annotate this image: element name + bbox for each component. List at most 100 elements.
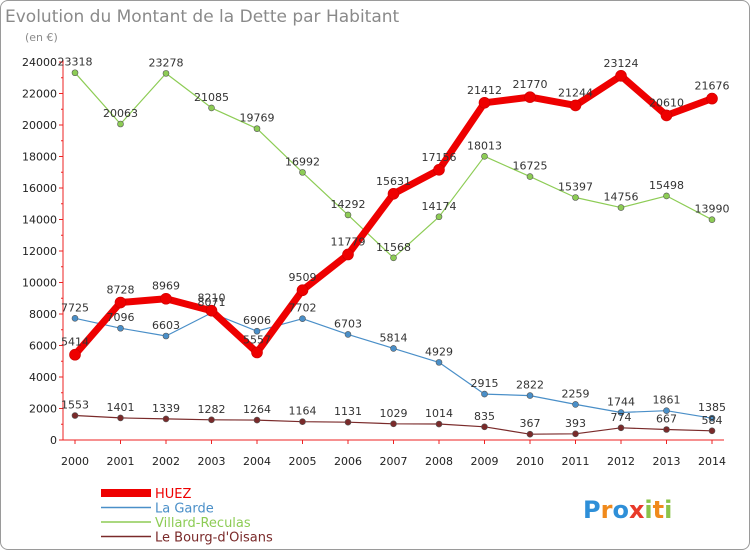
data-label-la-garde: 8071 <box>198 296 226 309</box>
chart-title: Evolution du Montant de la Dette par Hab… <box>5 7 400 27</box>
data-label-huez: 5557 <box>243 333 271 346</box>
series-line-huez <box>71 72 716 359</box>
data-point-le-bourg-d-oisans <box>708 427 716 435</box>
data-label-la-garde: 2822 <box>516 379 544 392</box>
data-label-le-bourg-d-oisans: 1029 <box>380 407 408 420</box>
data-label-huez: 23124 <box>604 57 639 70</box>
x-tick-label: 2011 <box>562 455 590 468</box>
data-label-villard-reculas: 23318 <box>58 56 93 69</box>
data-point-villard-reculas <box>481 152 488 160</box>
data-label-la-garde: 1861 <box>653 394 681 407</box>
data-point-villard-reculas <box>617 204 625 211</box>
data-label-huez: 20610 <box>649 96 684 109</box>
data-label-villard-reculas: 15397 <box>558 180 593 193</box>
data-point-villard-reculas <box>708 216 716 223</box>
data-point-villard-reculas <box>117 120 124 128</box>
logo-letter: r <box>601 496 613 524</box>
data-point-la-garde <box>526 392 534 399</box>
x-tick-label: 2006 <box>334 455 362 468</box>
x-tick-label: 2007 <box>380 455 408 468</box>
data-point-la-garde <box>435 359 443 366</box>
data-point-huez <box>706 92 718 105</box>
data-label-le-bourg-d-oisans: 393 <box>565 417 586 430</box>
x-tick-label: 2004 <box>243 455 271 468</box>
data-label-huez: 9509 <box>289 271 317 284</box>
legend-label-la-garde: La Garde <box>155 502 214 517</box>
data-label-huez: 15631 <box>376 175 411 188</box>
data-label-la-garde: 4929 <box>425 345 453 358</box>
legend-label-le-bourg-d-oisans: Le Bourg-d'Oisans <box>155 531 273 546</box>
y-tick-label: 22000 <box>22 88 57 101</box>
data-point-le-bourg-d-oisans <box>208 416 215 424</box>
data-point-le-bourg-d-oisans <box>663 426 670 433</box>
legend-label-huez: HUEZ <box>155 487 192 502</box>
data-point-le-bourg-d-oisans <box>390 420 397 428</box>
data-point-la-garde <box>481 390 488 398</box>
data-label-la-garde: 7702 <box>289 302 317 315</box>
data-point-la-garde <box>253 327 261 335</box>
data-label-villard-reculas: 13990 <box>695 203 730 216</box>
data-label-le-bourg-d-oisans: 1553 <box>61 399 89 412</box>
data-label-la-garde: 7096 <box>107 311 135 324</box>
data-point-villard-reculas <box>435 213 443 221</box>
data-label-villard-reculas: 16992 <box>285 155 320 168</box>
data-point-la-garde <box>344 331 352 338</box>
data-label-le-bourg-d-oisans: 1339 <box>152 402 180 415</box>
y-tick-label: 10000 <box>22 277 57 290</box>
data-point-villard-reculas <box>162 70 170 77</box>
y-tick-label: 2000 <box>29 403 57 416</box>
proxiti-logo: Proxiti <box>583 496 672 524</box>
x-tick-label: 2005 <box>289 455 317 468</box>
data-label-le-bourg-d-oisans: 1282 <box>198 403 226 416</box>
data-label-villard-reculas: 16725 <box>513 160 548 173</box>
y-tick-label: 4000 <box>29 371 57 384</box>
chart-subtitle: (en €) <box>25 31 58 44</box>
data-label-villard-reculas: 14292 <box>331 198 366 211</box>
data-label-huez: 21412 <box>467 84 502 97</box>
logo-letter: t <box>653 496 664 524</box>
data-point-huez <box>478 96 491 109</box>
data-labels: 1553 1401 1339 1282 1264 1164 1131 1029 1014 835 3… <box>58 56 730 430</box>
y-tick-label: 18000 <box>22 151 57 164</box>
data-label-villard-reculas: 21085 <box>194 91 229 104</box>
data-label-la-garde: 2915 <box>471 377 499 390</box>
data-label-huez: 8969 <box>152 280 180 293</box>
data-label-villard-reculas: 14756 <box>604 191 639 204</box>
data-point-villard-reculas <box>299 169 306 176</box>
data-point-la-garde <box>708 414 716 422</box>
data-point-la-garde <box>390 345 397 352</box>
y-tick-label: 24000 <box>22 56 57 69</box>
data-point-le-bourg-d-oisans <box>253 416 261 424</box>
y-tick-label: 12000 <box>22 245 57 258</box>
data-point-villard-reculas <box>390 254 397 262</box>
data-label-huez: 21244 <box>558 86 593 99</box>
data-label-le-bourg-d-oisans: 835 <box>474 410 495 423</box>
axes: 0 2000 4000 6000 8000 10000 12000 14000 16000 180… <box>22 56 726 468</box>
x-tick-label: 2002 <box>152 455 180 468</box>
data-point-le-bourg-d-oisans <box>117 414 124 422</box>
data-label-huez: 8728 <box>107 284 135 297</box>
y-tick-label: 20000 <box>22 119 57 132</box>
x-tick-label: 2013 <box>653 455 681 468</box>
y-tick-label: 8000 <box>29 308 57 321</box>
data-point-huez <box>296 284 309 297</box>
data-point-le-bourg-d-oisans <box>299 418 306 425</box>
data-label-le-bourg-d-oisans: 367 <box>520 417 541 430</box>
data-label-le-bourg-d-oisans: 1401 <box>107 401 135 414</box>
x-tick-label: 2009 <box>471 455 499 468</box>
y-tick-label: 16000 <box>22 182 57 195</box>
data-point-villard-reculas <box>208 104 215 112</box>
data-label-la-garde: 6906 <box>243 314 271 327</box>
data-point-villard-reculas <box>344 211 352 219</box>
logo-letter: x <box>629 496 645 524</box>
data-label-la-garde: 7725 <box>61 301 89 314</box>
x-tick-label: 2012 <box>607 455 635 468</box>
data-point-villard-reculas <box>71 69 79 77</box>
data-point-villard-reculas <box>526 173 534 180</box>
data-point-huez <box>615 69 627 82</box>
series-line-villard-reculas <box>74 72 713 259</box>
data-point-villard-reculas <box>572 194 579 201</box>
